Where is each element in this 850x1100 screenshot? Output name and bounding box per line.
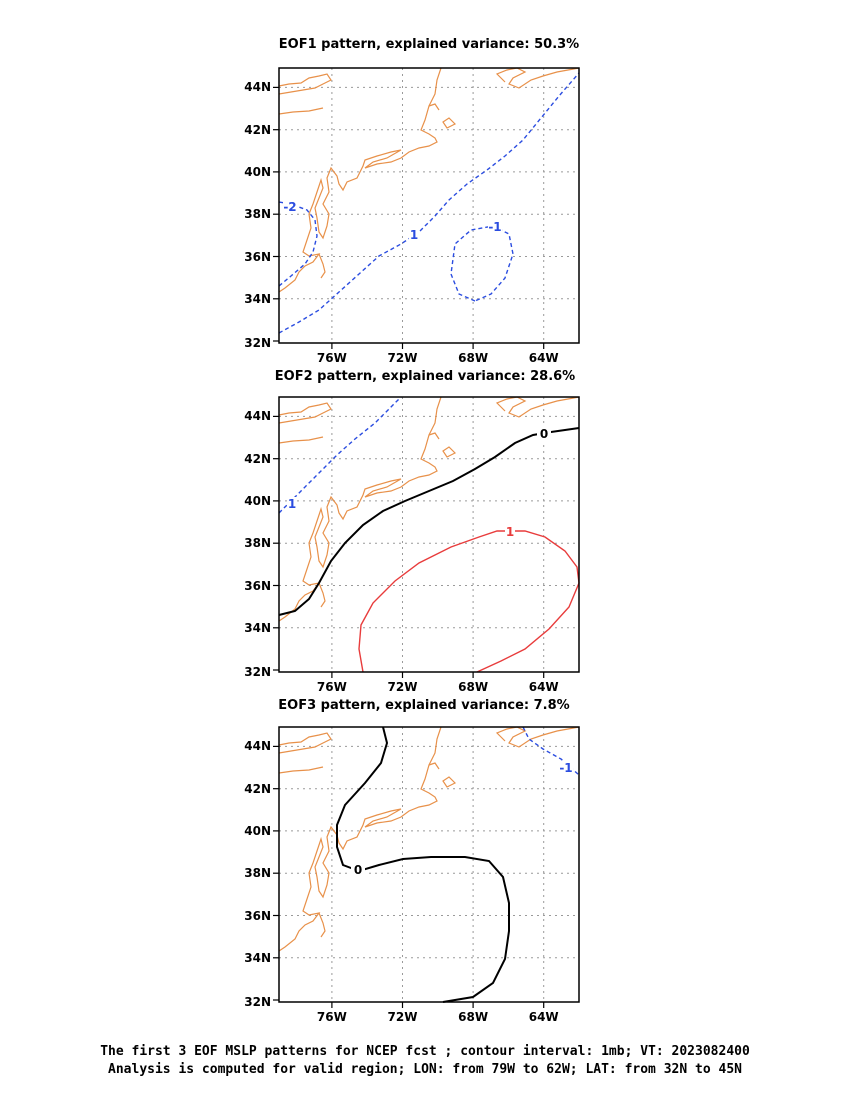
panel-title: EOF3 pattern, explained variance: 7.8% [278,698,569,713]
contour-line [278,427,580,616]
coastline [278,396,580,622]
panel-title: EOF2 pattern, explained variance: 28.6% [275,369,575,384]
coastline [278,726,580,952]
contour-label: 0 [540,427,548,441]
eof3-contours [336,726,580,1003]
lat-tick: 44N [244,739,271,753]
lon-tick: 72W [388,1010,418,1024]
lat-tick: 32N [244,336,271,350]
lat-axis: 44N 42N 40N 38N 36N 34N 32N [244,409,271,679]
lon-tick: 64W [529,680,559,694]
contour-label: 0 [354,863,362,877]
lat-tick: 32N [244,995,271,1009]
contour-label: -2 [283,200,296,214]
map-frame [278,396,580,673]
lon-tick: 76W [317,1010,347,1024]
lon-tick: 64W [529,351,559,365]
contour-line [450,225,514,302]
lat-tick: 34N [244,292,271,306]
lat-tick: 34N [244,621,271,635]
lon-tick: 72W [388,680,418,694]
lat-tick: 32N [244,665,271,679]
lat-tick: 36N [244,909,271,923]
lat-tick: 36N [244,579,271,593]
lon-axis: 76W 72W 68W 64W [317,680,559,694]
footer-caption-line2: Analysis is computed for valid region; L… [108,1062,742,1077]
footer-caption-line1: The first 3 EOF MSLP patterns for NCEP f… [100,1044,750,1059]
lat-tick: 42N [244,452,271,466]
lon-tick: 68W [458,1010,488,1024]
lat-tick: 34N [244,951,271,965]
panel-eof3: EOF3 pattern, explained variance: 7.8% 0… [244,698,580,1024]
lon-tick: 68W [458,680,488,694]
map-frame [278,726,580,1003]
lat-tick: 40N [244,824,271,838]
lon-tick: 68W [458,351,488,365]
lon-tick: 76W [317,351,347,365]
contour-label: -1 [488,220,501,234]
lon-tick: 64W [529,1010,559,1024]
contour-label: 1 [410,228,418,242]
contour-label: 1 [288,497,296,511]
lat-axis: 44N 42N 40N 38N 36N 34N 32N [244,80,271,350]
coastline [278,67,580,293]
contour-label: 1 [506,525,514,539]
lat-tick: 42N [244,782,271,796]
contour-labels: -2 1 -1 [283,200,502,242]
lat-tick: 44N [244,80,271,94]
lat-tick: 38N [244,207,271,221]
map-frame [278,67,580,344]
lat-tick: 38N [244,536,271,550]
eof2-contours [278,396,580,673]
lon-axis: 76W 72W 68W 64W [317,1010,559,1024]
panel-eof1: EOF1 pattern, explained variance: 50.3% … [244,37,580,365]
contour-line [278,396,402,514]
panel-title: EOF1 pattern, explained variance: 50.3% [279,37,579,52]
contour-label: -1 [559,761,572,775]
panel-eof2: EOF2 pattern, explained variance: 28.6% … [244,369,580,694]
lat-axis: 44N 42N 40N 38N 36N 34N 32N [244,739,271,1009]
contour-line [336,726,510,1003]
contour-labels: 1 0 1 [287,427,551,539]
contour-line [358,530,580,673]
contour-labels: 0 -1 [351,761,573,877]
lat-tick: 44N [244,409,271,423]
lon-axis: 76W 72W 68W 64W [317,351,559,365]
contour-line [278,72,580,334]
lat-tick: 40N [244,494,271,508]
lat-tick: 38N [244,866,271,880]
lat-tick: 36N [244,250,271,264]
lon-tick: 76W [317,680,347,694]
lat-tick: 42N [244,123,271,137]
lon-tick: 72W [388,351,418,365]
lat-tick: 40N [244,165,271,179]
